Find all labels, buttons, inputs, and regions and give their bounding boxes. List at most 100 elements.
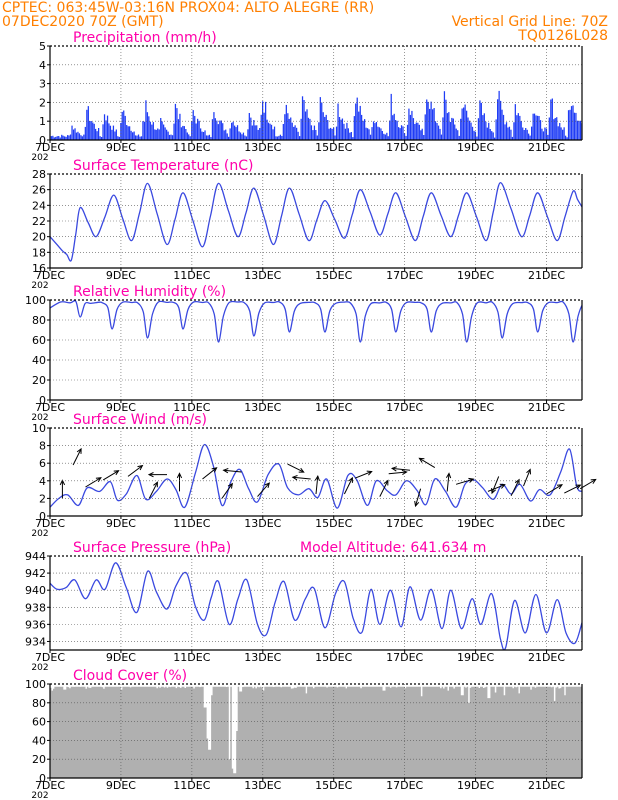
precip-bar <box>239 132 242 140</box>
precip-bar <box>321 102 323 140</box>
precip-bar <box>265 101 267 140</box>
precip-bar <box>538 116 540 140</box>
precip-bar <box>341 118 344 140</box>
precip-bar <box>262 101 264 140</box>
wind-arrow-head <box>314 474 320 481</box>
x-tick-label: 15DEC <box>315 651 352 664</box>
y-tick-label: 10 <box>32 422 46 435</box>
precip-bar <box>93 123 95 140</box>
y-tick-label: 4 <box>39 59 46 72</box>
precip-bar <box>81 136 83 140</box>
precip-bar <box>480 102 482 140</box>
precip-bar <box>276 136 279 140</box>
precip-bar <box>445 99 447 140</box>
precip-bar <box>572 105 574 140</box>
x-tick-label: 11DEC <box>173 517 210 530</box>
wind-arrow <box>354 471 372 479</box>
precip-bar <box>171 135 174 140</box>
wind-arrow <box>392 467 411 471</box>
precip-bar <box>56 136 58 140</box>
x-year-label: 202 <box>31 791 48 800</box>
precip-bar <box>205 135 208 140</box>
wind-arrow-head <box>137 464 144 471</box>
precip-bar <box>312 130 314 140</box>
wind-arrow-head <box>59 479 66 486</box>
precip-bar <box>61 134 63 140</box>
precip-bar <box>353 116 355 140</box>
wind-arrow-head <box>468 477 475 483</box>
wind-arrow <box>523 469 531 487</box>
precip-bar <box>293 126 295 140</box>
wind-arrow-head <box>575 484 582 490</box>
precip-bar <box>127 126 129 140</box>
precip-bar <box>278 135 280 140</box>
y-tick-label: 936 <box>25 618 46 631</box>
y-tick-label: 22 <box>32 215 46 228</box>
precip-bar <box>559 123 561 140</box>
precip-bar <box>449 122 451 140</box>
x-tick-label: 11DEC <box>173 401 210 414</box>
wind-arrow-head <box>556 484 564 490</box>
x-tick-label: 11DEC <box>173 269 210 282</box>
precip-bar <box>440 134 443 140</box>
y-tick-label: 0 <box>39 394 46 407</box>
precip-bar <box>115 129 117 140</box>
precip-bar <box>519 115 521 140</box>
precip-bar <box>331 128 333 140</box>
precip-bar <box>315 130 317 140</box>
x-tick-label: 11DEC <box>173 651 210 664</box>
precip-bar <box>420 130 422 140</box>
y-tick-label: 100 <box>25 294 46 307</box>
precip-bar <box>177 119 180 140</box>
precip-bar <box>53 137 55 140</box>
wind-arrow-head <box>526 468 531 475</box>
precip-bar <box>275 136 277 140</box>
precip-bar <box>535 115 537 140</box>
x-tick-label: 9DEC <box>106 141 136 154</box>
wind-arrow <box>379 480 389 497</box>
precip-bar <box>174 103 177 140</box>
precip-bar <box>146 112 149 140</box>
wind-arrow <box>148 482 158 499</box>
precip-bar <box>505 122 508 140</box>
precip-bar <box>364 119 366 140</box>
precip-bar <box>77 131 79 140</box>
precip-bar <box>448 112 450 140</box>
precip-bar <box>402 126 404 140</box>
precip-bar <box>129 126 131 140</box>
precip-bar <box>511 136 514 140</box>
y-tick-label: 0 <box>39 772 46 785</box>
precip-bar <box>130 130 132 140</box>
wind-arrow-head <box>445 472 452 479</box>
header-date: 07DEC2020 70Z (GMT) <box>2 14 164 30</box>
precip-bar <box>355 103 357 140</box>
precip-bar <box>301 96 304 140</box>
y-tick-label: 942 <box>25 567 46 580</box>
x-tick-label: 17DEC <box>386 779 423 792</box>
precip-bar <box>334 135 336 140</box>
precip-bar <box>260 114 262 140</box>
precip-bar <box>504 124 506 140</box>
precip-bar <box>256 125 258 140</box>
precip-bar <box>409 114 412 140</box>
precip-bar <box>408 108 410 140</box>
cloud-cover-area <box>50 686 582 778</box>
precip-bar <box>551 98 553 140</box>
precip-bar <box>426 99 428 140</box>
precip-bar <box>284 114 286 140</box>
precip-bar <box>154 129 156 140</box>
precip-bar <box>466 110 468 140</box>
precip-bar <box>136 135 138 140</box>
precip-bar <box>378 127 381 140</box>
precip-bar <box>304 111 307 140</box>
precip-bar <box>211 119 214 140</box>
precip-bar <box>157 128 159 140</box>
precip-bar <box>400 125 403 140</box>
wind-arrow-head <box>298 467 305 473</box>
precip-bar <box>216 120 218 140</box>
precip-bar <box>188 134 190 140</box>
precip-bar <box>62 135 64 140</box>
precip-bar <box>477 118 480 140</box>
wind-arrow-head <box>176 472 183 479</box>
y-tick-label: 80 <box>32 314 46 327</box>
